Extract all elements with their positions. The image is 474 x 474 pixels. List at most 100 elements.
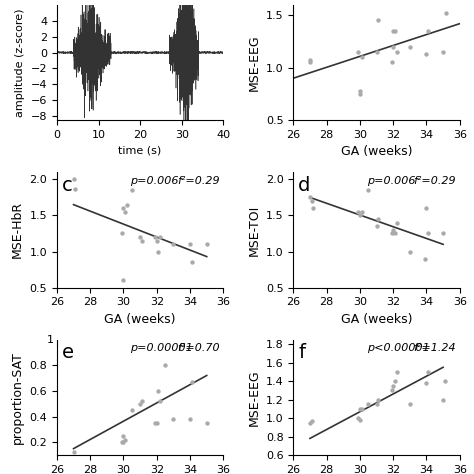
- Point: [443, 9, 450, 17]
- Point: [306, 59, 314, 66]
- Point: [439, 230, 447, 237]
- Text: f: f: [298, 343, 305, 362]
- Point: [374, 215, 382, 223]
- Point: [151, 419, 159, 427]
- Text: f²=0.29: f²=0.29: [177, 176, 219, 186]
- Y-axis label: MSE-EEG: MSE-EEG: [247, 369, 260, 426]
- Point: [306, 56, 314, 64]
- Text: p=0.006: p=0.006: [130, 176, 179, 186]
- Point: [441, 377, 448, 385]
- Point: [306, 419, 314, 427]
- Point: [421, 255, 428, 263]
- Point: [118, 438, 126, 446]
- Point: [118, 230, 126, 237]
- X-axis label: GA (weeks): GA (weeks): [341, 313, 412, 326]
- Text: 1: 1: [46, 335, 54, 345]
- Y-axis label: MSE-HbR: MSE-HbR: [11, 201, 24, 258]
- X-axis label: GA (weeks): GA (weeks): [341, 146, 412, 158]
- Point: [393, 48, 401, 56]
- Text: p<0.00001: p<0.00001: [366, 343, 429, 353]
- Point: [138, 237, 146, 245]
- Point: [423, 379, 430, 387]
- Point: [356, 416, 364, 424]
- Point: [373, 48, 380, 56]
- Point: [391, 27, 399, 35]
- Point: [121, 208, 129, 216]
- Point: [355, 48, 362, 56]
- Text: c: c: [62, 176, 73, 195]
- Point: [406, 401, 414, 408]
- Point: [356, 90, 364, 98]
- Point: [155, 387, 162, 395]
- Point: [439, 396, 447, 403]
- Point: [439, 48, 447, 56]
- Point: [308, 197, 315, 205]
- Point: [393, 219, 401, 227]
- Point: [153, 419, 161, 427]
- Point: [391, 230, 399, 237]
- Point: [358, 208, 365, 216]
- Point: [306, 193, 314, 201]
- Point: [424, 230, 432, 237]
- Text: f²=0.29: f²=0.29: [413, 176, 456, 186]
- Point: [365, 401, 372, 408]
- Point: [70, 449, 77, 456]
- Point: [203, 240, 210, 248]
- Point: [156, 397, 164, 405]
- Text: p=0.00001: p=0.00001: [130, 343, 193, 353]
- Point: [203, 419, 210, 427]
- X-axis label: GA (weeks): GA (weeks): [104, 313, 176, 326]
- Point: [137, 400, 144, 408]
- Point: [390, 43, 397, 51]
- Point: [406, 248, 414, 255]
- Point: [70, 175, 77, 183]
- Point: [374, 17, 382, 24]
- Point: [138, 397, 146, 405]
- Point: [423, 204, 430, 212]
- Text: f²=0.70: f²=0.70: [177, 343, 219, 353]
- Point: [391, 377, 399, 385]
- X-axis label: time (s): time (s): [118, 146, 162, 155]
- Point: [406, 43, 414, 51]
- Y-axis label: amplitude (z-score): amplitude (z-score): [15, 8, 25, 117]
- Point: [388, 387, 395, 394]
- Point: [424, 27, 432, 35]
- Point: [374, 396, 382, 403]
- Point: [373, 401, 380, 408]
- Point: [119, 432, 127, 439]
- Y-axis label: proportion-SAT: proportion-SAT: [11, 351, 24, 444]
- Point: [355, 414, 362, 422]
- Point: [119, 438, 127, 446]
- Point: [186, 415, 194, 423]
- Point: [358, 405, 365, 413]
- Text: e: e: [62, 343, 74, 362]
- Point: [358, 54, 365, 61]
- Point: [155, 248, 162, 255]
- Point: [390, 27, 397, 35]
- Point: [308, 417, 315, 425]
- Point: [388, 59, 395, 66]
- Text: p=0.006: p=0.006: [366, 176, 415, 186]
- Point: [365, 186, 372, 194]
- Point: [188, 378, 196, 386]
- Point: [170, 415, 177, 423]
- Point: [390, 226, 397, 234]
- Point: [424, 368, 432, 376]
- Point: [161, 362, 169, 369]
- Point: [356, 212, 364, 219]
- Point: [123, 201, 131, 209]
- Point: [310, 204, 317, 212]
- Text: f²=1.24: f²=1.24: [413, 343, 456, 353]
- Point: [390, 382, 397, 390]
- Point: [186, 240, 194, 248]
- Point: [356, 87, 364, 95]
- Point: [423, 50, 430, 58]
- Point: [137, 233, 144, 241]
- Point: [121, 436, 129, 444]
- Point: [119, 277, 127, 284]
- Y-axis label: MSE-TOI: MSE-TOI: [247, 204, 260, 255]
- Point: [119, 204, 127, 212]
- Point: [153, 237, 161, 245]
- Point: [393, 368, 401, 376]
- Text: d: d: [298, 176, 310, 195]
